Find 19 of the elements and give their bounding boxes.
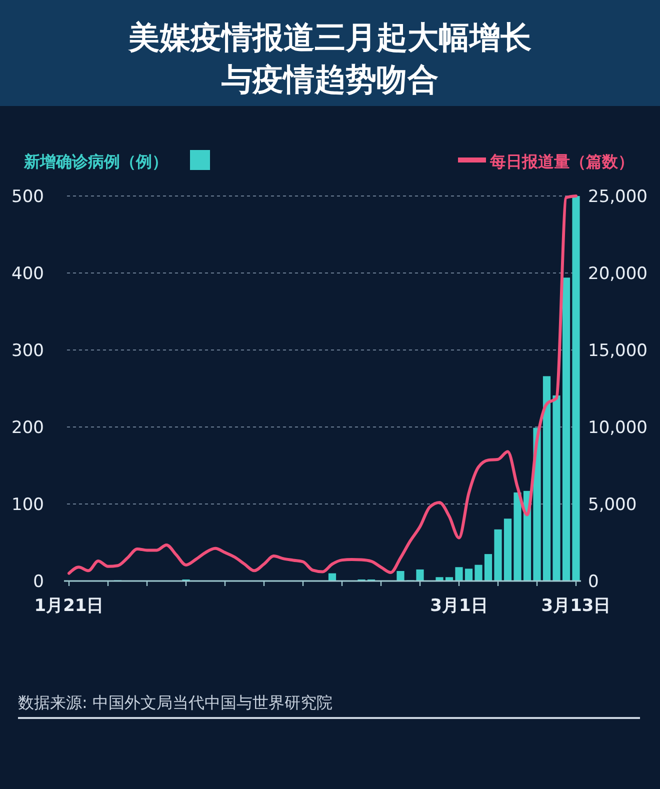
- y2-tick-label: 10,000: [588, 418, 648, 438]
- x-tick-label: 3月13日: [541, 596, 611, 616]
- y2-tick-label: 15,000: [588, 341, 648, 361]
- y-tick-label: 100: [12, 495, 44, 515]
- text: 新增确诊病例（例）: [23, 152, 168, 171]
- y2-tick-label: 25,000: [588, 187, 648, 207]
- chart-title: 美媒疫情报道三月起大幅增长与疫情趋势吻合: [128, 20, 532, 98]
- y-tick-label: 500: [12, 187, 44, 207]
- y-tick-label: 200: [12, 418, 44, 438]
- x-tick-label: 3月1日: [430, 596, 488, 616]
- x-tick-label: 1月21日: [34, 596, 104, 616]
- y2-tick-label: 20,000: [588, 264, 648, 284]
- y-tick-label: 0: [33, 572, 44, 592]
- source-note: 数据来源: 中国外文局当代中国与世界研究院: [18, 693, 332, 712]
- legend-label: 每日报道量（篇数）: [489, 152, 634, 171]
- y-tick-label: 300: [12, 341, 44, 361]
- y2-tick-label: 0: [588, 572, 599, 592]
- y2-tick-label: 5,000: [588, 495, 637, 515]
- y-tick-label: 400: [12, 264, 44, 284]
